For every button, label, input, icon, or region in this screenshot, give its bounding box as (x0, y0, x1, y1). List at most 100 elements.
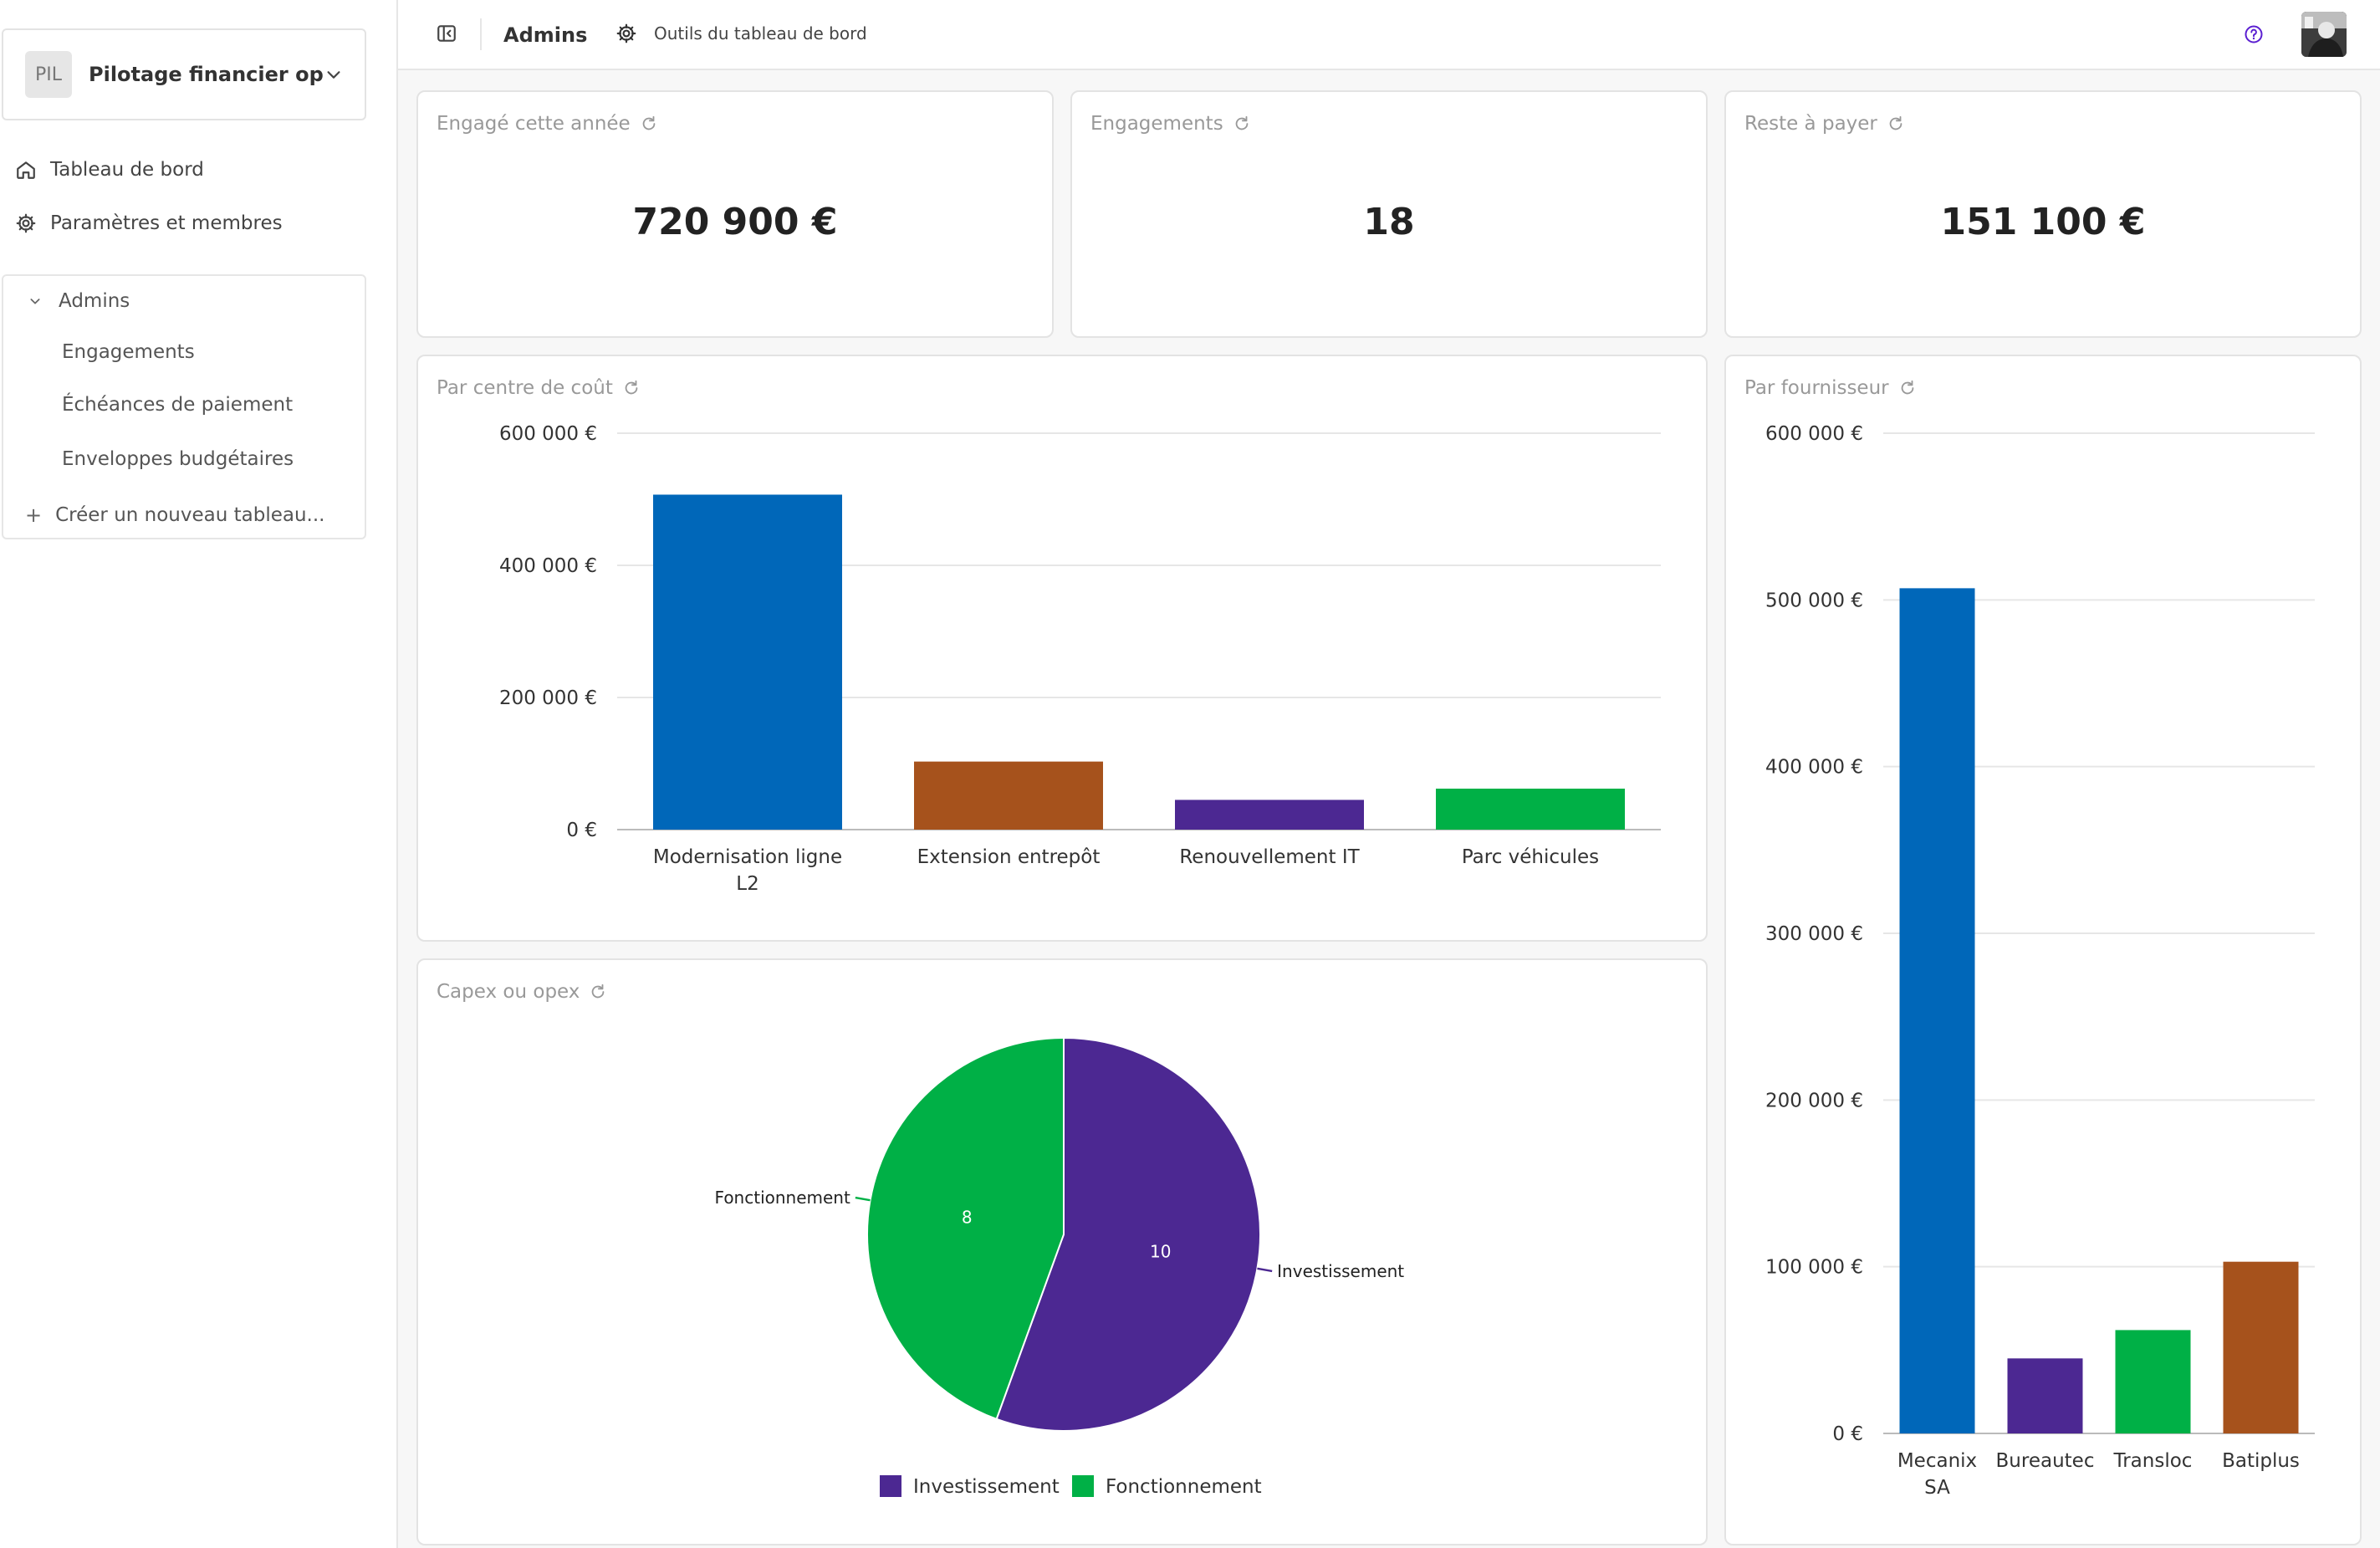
create-dashboard-button[interactable]: + Créer un nouveau tableau... (25, 498, 324, 532)
kpi-title: Engagements (1090, 107, 1252, 140)
chart-title-text: Capex ou opex (437, 981, 580, 1003)
pie-slice (995, 1036, 1261, 1432)
y-tick-label: 400 000 € (1765, 757, 1863, 779)
legend-swatch (880, 1475, 901, 1497)
sidebar: PIL Pilotage financier op... Tableau de … (0, 0, 398, 1548)
sidebar-item-enveloppes[interactable]: Enveloppes budgétaires (62, 448, 294, 470)
y-tick-label: 200 000 € (1765, 1090, 1863, 1111)
divider (480, 18, 482, 50)
plus-icon: + (25, 503, 43, 527)
slice-value-label: 10 (1150, 1241, 1171, 1261)
leader-line (855, 1196, 871, 1202)
home-icon (13, 157, 38, 182)
x-tick-label: Bureautec (1996, 1450, 2095, 1472)
bar (2223, 1261, 2299, 1433)
nav-settings-label: Paramètres et membres (50, 212, 283, 234)
y-tick-label: 600 000 € (1765, 423, 1863, 445)
nav-dashboard-label: Tableau de bord (50, 159, 204, 181)
page-title: Admins (503, 23, 588, 47)
kpi-title-text: Engagé cette année (437, 113, 631, 135)
sidebar-item-echeances[interactable]: Échéances de paiement (62, 394, 294, 416)
refresh-icon[interactable] (588, 982, 608, 1002)
bar (653, 494, 842, 830)
refresh-icon[interactable] (621, 378, 641, 398)
refresh-icon[interactable] (1897, 378, 1918, 398)
top-bar: Admins Outils du tableau de bord (398, 0, 2380, 70)
legend-label: Investissement (913, 1476, 1060, 1498)
slice-value-label: 8 (962, 1208, 973, 1228)
sidebar-toggle-icon (437, 25, 456, 42)
kpi-title-text: Engagements (1090, 113, 1223, 135)
sidebar-item-engagements[interactable]: Engagements (62, 341, 195, 363)
nav-settings[interactable]: Paramètres et membres (13, 207, 283, 240)
y-tick-label: 600 000 € (499, 423, 597, 445)
chevron-down-icon (323, 64, 345, 85)
slice-name-label: Fonctionnement (715, 1188, 850, 1208)
chevron-down-icon (28, 294, 47, 308)
y-tick-label: 500 000 € (1765, 590, 1863, 611)
nav-dashboard[interactable]: Tableau de bord (13, 153, 204, 186)
workspace-switcher[interactable]: PIL Pilotage financier op... (2, 28, 366, 120)
gear-icon (614, 21, 639, 46)
dashboard-tools-label: Outils du tableau de bord (654, 23, 867, 43)
gear-icon (13, 211, 38, 236)
chart-card-capex: Capex ou opex 10 Investissement 8 Fonctionn… (416, 958, 1708, 1545)
y-tick-label: 100 000 € (1765, 1257, 1863, 1279)
kpi-title-text: Reste à payer (1744, 113, 1877, 135)
kpi-value: 151 100 € (1940, 201, 2146, 243)
x-tick-label: Parc véhicules (1462, 846, 1599, 868)
chart-title: Par centre de coût (437, 371, 641, 405)
dashboard-section: Admins Engagements Échéances de paiement… (2, 274, 366, 539)
bar (1175, 800, 1364, 830)
chart-title-text: Par fournisseur (1744, 377, 1889, 399)
legend-swatch (1072, 1475, 1094, 1497)
refresh-icon[interactable] (1886, 114, 1906, 134)
chart-title: Par fournisseur (1744, 371, 1918, 405)
section-title: Admins (59, 290, 130, 312)
x-tick-label: Transloc (2113, 1450, 2193, 1472)
legend-label: Fonctionnement (1106, 1476, 1262, 1498)
chart-title: Capex ou opex (437, 975, 608, 1009)
x-tick-label: Modernisation ligne (653, 846, 842, 868)
x-tick-label: Mecanix (1897, 1450, 1977, 1472)
kpi-card-reste: Reste à payer 151 100 € (1724, 90, 2362, 338)
sidebar-toggle-button[interactable] (433, 20, 460, 47)
bar (914, 761, 1103, 830)
pie-chart-capex: 10 Investissement 8 Fonctionnement Investiss… (715, 1036, 1404, 1498)
workspace-name: Pilotage financier op... (89, 63, 323, 86)
y-tick-label: 0 € (1832, 1423, 1863, 1445)
refresh-icon[interactable] (639, 114, 659, 134)
avatar[interactable] (2301, 12, 2347, 57)
y-tick-label: 300 000 € (1765, 923, 1863, 945)
x-tick-label: Renouvellement IT (1179, 846, 1360, 868)
chart-card-supplier: Par fournisseur 0 € 100 000 € 200 000 € 300… (1724, 355, 2362, 1545)
slice-name-label: Investissement (1277, 1261, 1404, 1281)
chart-title-text: Par centre de coût (437, 377, 613, 399)
bar (2115, 1330, 2191, 1433)
chart-card-cost-center: Par centre de coût 0 € 200 000 € 400 000 €… (416, 355, 1708, 942)
kpi-title: Engagé cette année (437, 107, 659, 140)
help-icon[interactable] (2241, 22, 2266, 47)
leader-line (1257, 1267, 1273, 1273)
x-tick-label: Extension entrepôt (917, 846, 1101, 868)
create-dashboard-label: Créer un nouveau tableau... (55, 504, 325, 526)
bar (1436, 789, 1625, 830)
y-tick-label: 400 000 € (499, 555, 597, 577)
kpi-value: 18 (1363, 201, 1415, 243)
y-tick-label: 200 000 € (499, 687, 597, 709)
section-header-admins[interactable]: Admins (28, 284, 130, 318)
bar-chart-cost-center: 0 € 200 000 € 400 000 € 600 000 € Modernisat… (499, 423, 1661, 895)
kpi-card-engage: Engagé cette année 720 900 € (416, 90, 1054, 338)
kpi-card-engagements: Engagements 18 (1070, 90, 1708, 338)
kpi-title: Reste à payer (1744, 107, 1906, 140)
bar-chart-supplier: 0 € 100 000 € 200 000 € 300 000 € 400 000 € 5… (1765, 423, 2315, 1499)
dashboard-tools-button[interactable]: Outils du tableau de bord (614, 17, 867, 50)
kpi-value: 720 900 € (632, 201, 838, 243)
bar (1899, 588, 1975, 1433)
x-tick-label: Batiplus (2222, 1450, 2300, 1472)
workspace-badge: PIL (25, 51, 72, 98)
x-tick-label: L2 (736, 873, 758, 895)
bar (2007, 1358, 2083, 1433)
refresh-icon[interactable] (1232, 114, 1252, 134)
y-tick-label: 0 € (566, 820, 597, 841)
